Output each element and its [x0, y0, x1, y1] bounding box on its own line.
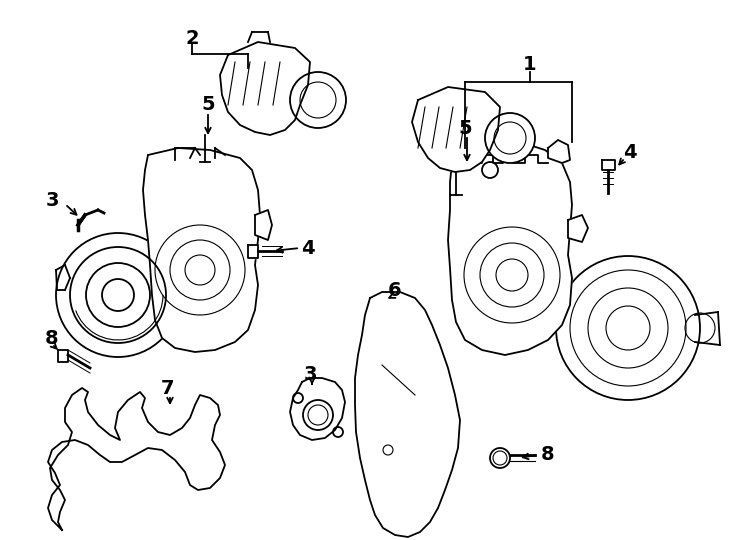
Polygon shape: [290, 378, 345, 440]
Circle shape: [482, 162, 498, 178]
Polygon shape: [48, 388, 225, 530]
Text: 7: 7: [161, 379, 175, 397]
Polygon shape: [58, 350, 68, 362]
Polygon shape: [143, 148, 260, 352]
Text: 3: 3: [46, 191, 59, 210]
Text: 8: 8: [541, 446, 555, 464]
Circle shape: [290, 72, 346, 128]
Text: 5: 5: [201, 96, 215, 114]
Polygon shape: [568, 215, 588, 242]
Polygon shape: [412, 87, 500, 172]
Text: 6: 6: [388, 280, 401, 300]
Polygon shape: [602, 160, 615, 170]
Polygon shape: [448, 140, 572, 355]
Circle shape: [556, 256, 700, 400]
Polygon shape: [255, 210, 272, 240]
Polygon shape: [248, 245, 258, 258]
Circle shape: [485, 113, 535, 163]
Text: 1: 1: [523, 56, 537, 75]
Text: 5: 5: [458, 118, 472, 138]
Polygon shape: [220, 42, 310, 135]
Text: 4: 4: [301, 239, 315, 258]
Text: 4: 4: [623, 143, 637, 161]
Circle shape: [56, 233, 180, 357]
Text: 8: 8: [46, 328, 59, 348]
Polygon shape: [548, 140, 570, 163]
Text: 2: 2: [185, 29, 199, 48]
Circle shape: [490, 448, 510, 468]
Polygon shape: [355, 292, 460, 537]
Text: 3: 3: [303, 366, 317, 384]
